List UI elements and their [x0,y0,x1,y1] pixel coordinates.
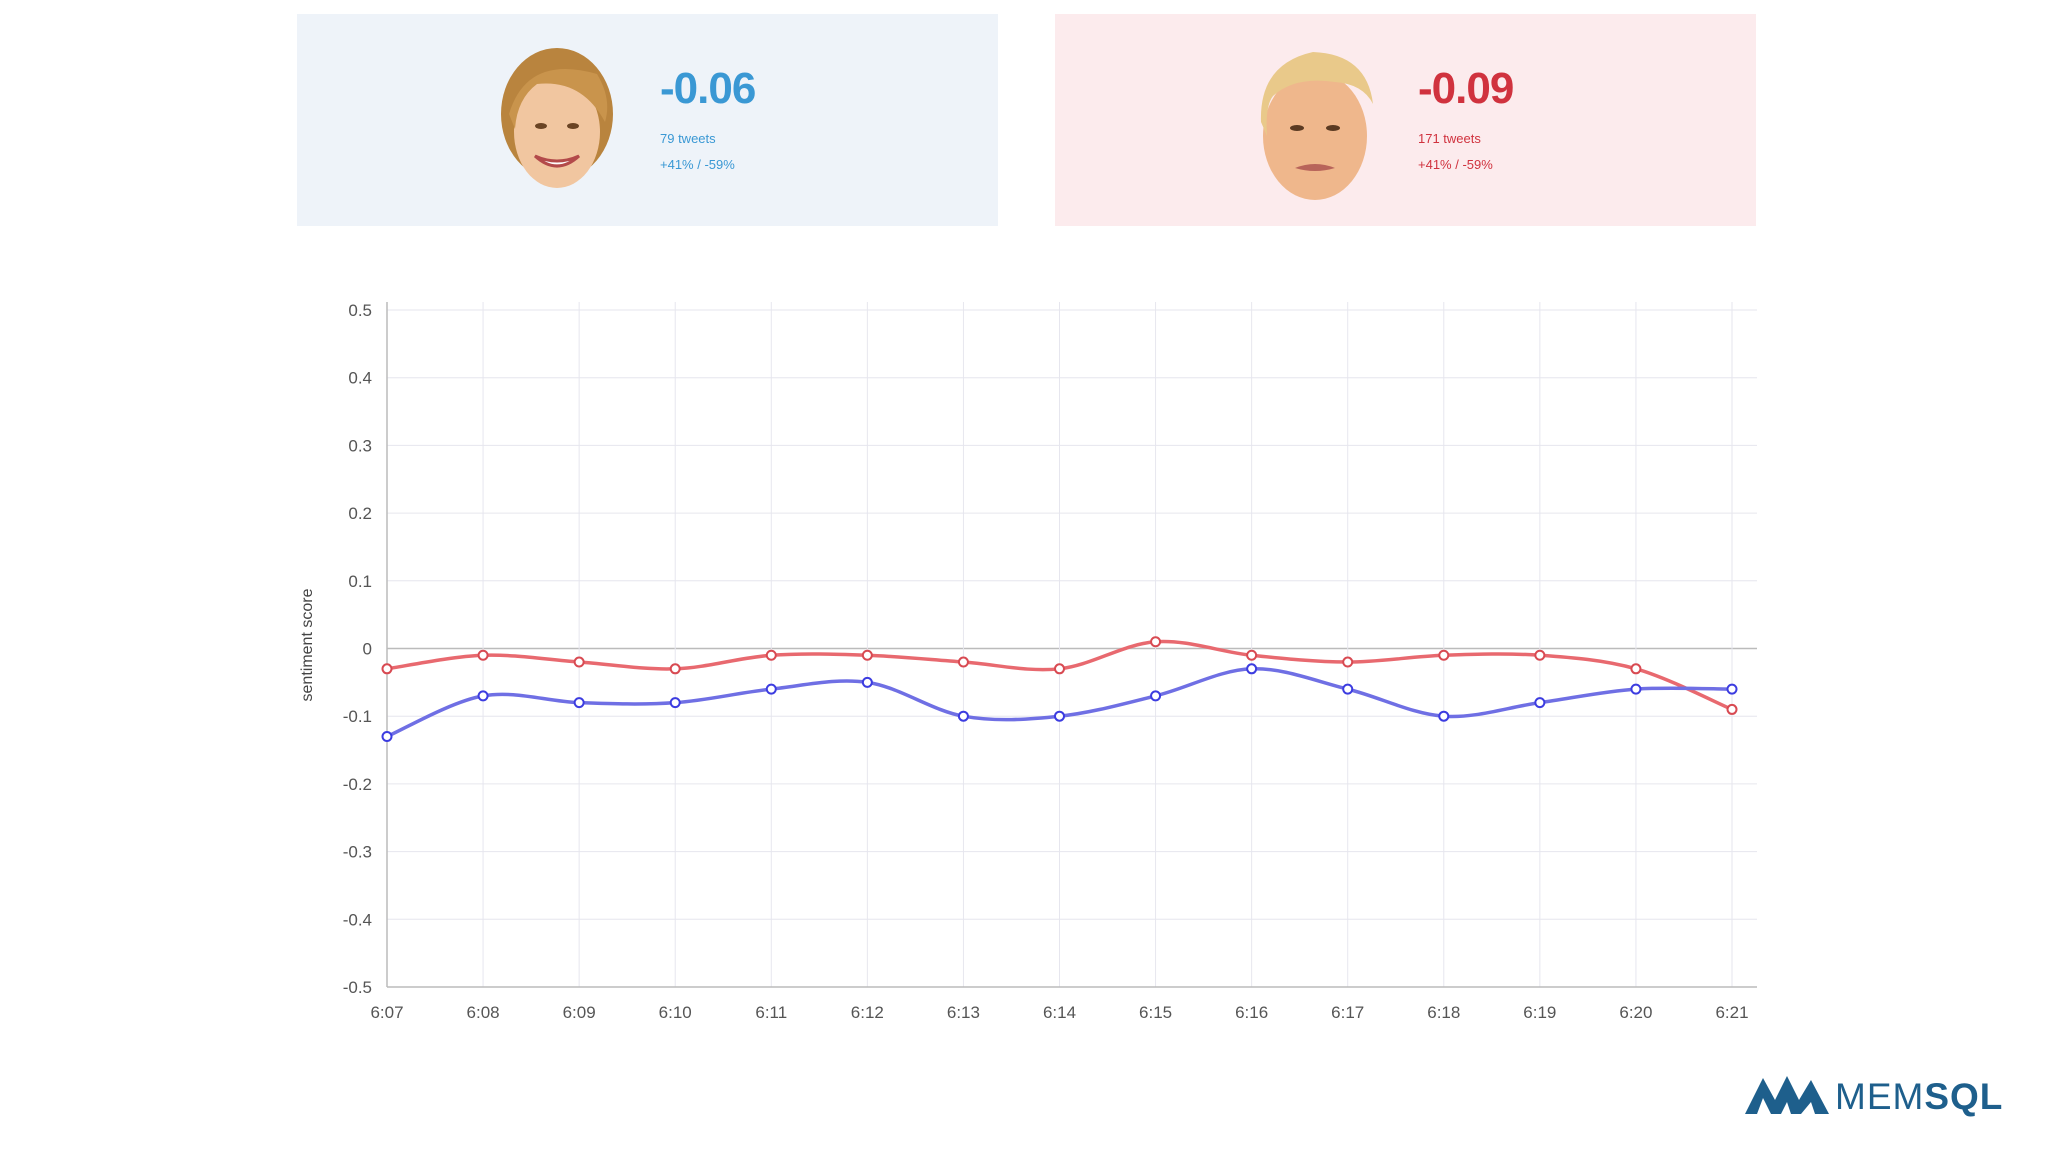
data-point-clinton-620 [1630,683,1642,695]
data-point-trump-610 [669,663,681,675]
x-tick-label: 6:09 [563,1003,596,1022]
clinton-portrait-icon [501,48,613,188]
chart-grid [386,302,1757,988]
data-point-clinton-621 [1726,683,1738,695]
memsql-logo: MEMSQL [1745,1072,2005,1122]
x-tick-label: 6:16 [1235,1003,1268,1022]
data-point-trump-620 [1630,663,1642,675]
data-point-trump-613 [957,656,969,668]
clinton-sentiment-card: -0.06 79 tweets +41% / -59% [297,14,998,226]
trump-sentiment-split: +41% / -59% [1418,157,1493,172]
data-point-clinton-616 [1246,663,1258,675]
logo-text-bold: SQL [1924,1076,2004,1117]
y-tick-label: 0.1 [348,572,372,591]
y-axis-label: sentiment score [299,588,316,701]
series-clinton [381,663,1738,743]
x-tick-label: 6:18 [1427,1003,1460,1022]
trump-portrait-icon [1260,52,1373,200]
trump-sentiment-card: -0.09 171 tweets +41% / -59% [1055,14,1756,226]
y-tick-label: -0.1 [343,707,372,726]
data-point-clinton-611 [765,683,777,695]
x-tick-label: 6:15 [1139,1003,1172,1022]
y-tick-label: -0.3 [343,843,372,862]
data-point-trump-615 [1150,636,1162,648]
data-point-trump-621 [1726,703,1738,715]
data-point-clinton-610 [669,697,681,709]
x-tick-label: 6:13 [947,1003,980,1022]
y-tick-label: 0.2 [348,504,372,523]
data-point-trump-616 [1246,649,1258,661]
trump-tweet-count: 171 tweets [1418,131,1481,146]
data-point-trump-612 [861,649,873,661]
y-tick-label: -0.2 [343,775,372,794]
logo-text-light: MEM [1835,1076,1925,1117]
chart-series [381,636,1738,743]
clinton-tweet-count: 79 tweets [660,131,716,146]
y-tick-label: 0.4 [348,369,372,388]
data-point-trump-614 [1054,663,1065,675]
data-point-trump-617 [1342,656,1354,668]
series-trump [381,636,1738,715]
x-tick-label: 6:10 [659,1003,692,1022]
x-tick-label: 6:08 [467,1003,500,1022]
data-point-clinton-607 [381,731,393,743]
chart-axes: 0.5 0.4 0.3 0.2 0.1 0 -0.1 -0.2 -0.3 -0.4 -0.5 6:07… [343,301,1757,1022]
x-tick-label: 6:19 [1523,1003,1556,1022]
data-point-trump-607 [381,663,393,675]
x-tick-label: 6:12 [851,1003,884,1022]
data-point-trump-619 [1534,649,1546,661]
x-tick-label: 6:20 [1619,1003,1652,1022]
memsql-logo-text: MEMSQL [1835,1076,2003,1118]
data-point-clinton-609 [573,697,585,709]
clinton-score: -0.06 [660,64,756,113]
x-tick-label: 6:11 [755,1003,787,1022]
x-tick-label: 6:17 [1331,1003,1364,1022]
data-point-clinton-615 [1150,690,1162,702]
y-tick-label: 0.5 [348,301,372,320]
data-point-clinton-614 [1054,710,1065,722]
memsql-mountain-icon [1745,1076,1829,1114]
x-tick-label: 6:14 [1043,1003,1076,1022]
y-tick-label: 0 [363,640,372,659]
data-point-trump-609 [573,656,585,668]
data-point-trump-618 [1438,649,1450,661]
y-tick-label: -0.4 [343,910,372,929]
data-point-clinton-612 [861,676,873,688]
data-point-trump-608 [477,649,489,661]
x-tick-label: 6:07 [370,1003,403,1022]
data-point-clinton-619 [1534,697,1546,709]
data-point-clinton-613 [957,710,969,722]
y-tick-label: 0.3 [348,436,372,455]
data-point-clinton-618 [1438,710,1450,722]
data-point-clinton-608 [477,690,489,702]
clinton-sentiment-split: +41% / -59% [660,157,735,172]
y-tick-label: -0.5 [343,978,372,997]
trump-score: -0.09 [1418,64,1514,113]
x-tick-label: 6:21 [1715,1003,1748,1022]
data-point-clinton-617 [1342,683,1354,695]
data-point-trump-611 [765,649,777,661]
